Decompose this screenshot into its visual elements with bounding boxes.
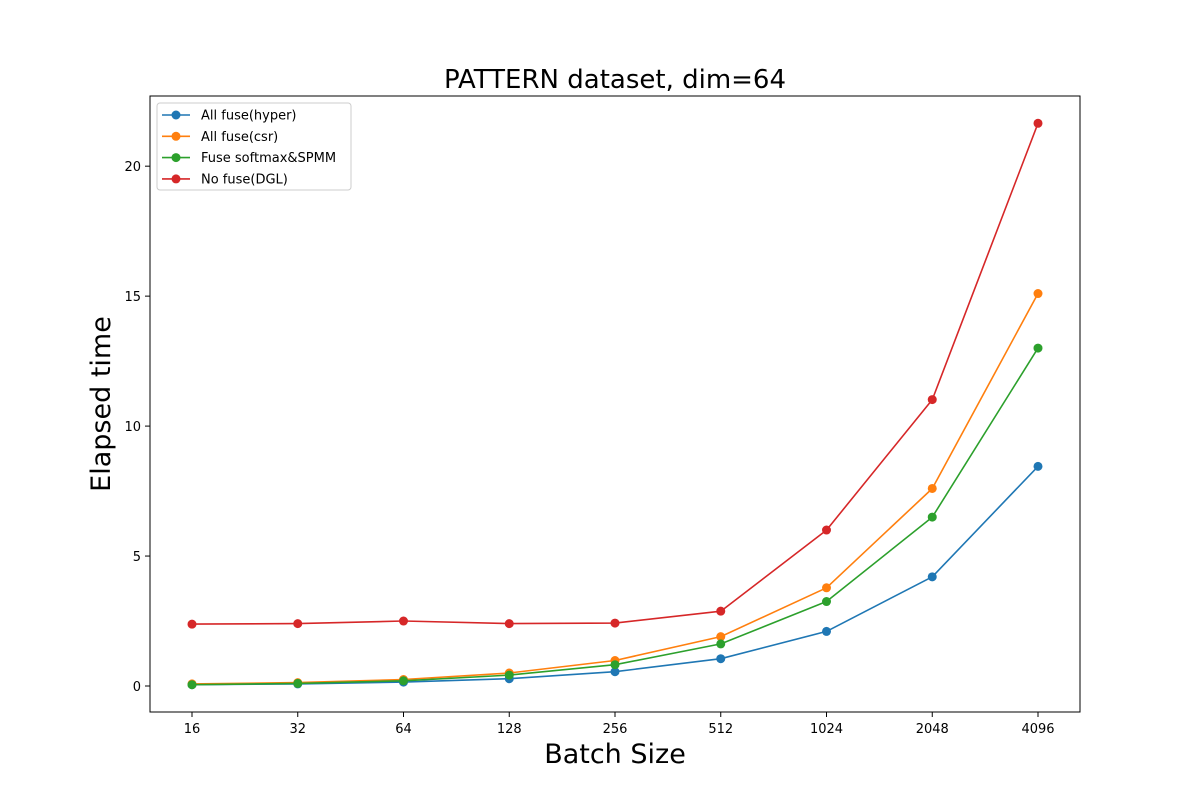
x-tick-label: 512 (708, 722, 733, 737)
legend-swatch-marker (171, 110, 181, 120)
data-point (716, 654, 726, 664)
series-4 (187, 118, 1043, 629)
series-3 (187, 343, 1043, 690)
y-tick-label: 15 (124, 290, 141, 305)
legend-box (156, 102, 352, 191)
y-axis-title: Elapsed time (86, 316, 117, 492)
x-tick-label: 16 (184, 722, 201, 737)
data-point (927, 395, 937, 405)
data-point (822, 597, 831, 607)
legend-swatch-marker (171, 131, 181, 141)
data-point (1033, 118, 1043, 128)
data-point (822, 525, 831, 535)
y-tick-label: 10 (124, 420, 141, 435)
data-point (504, 619, 514, 629)
data-point (1033, 343, 1043, 353)
data-point (504, 670, 514, 680)
data-point (1033, 461, 1043, 471)
data-point (1033, 289, 1043, 299)
data-point (610, 660, 620, 670)
data-point (610, 618, 620, 628)
data-point (293, 619, 303, 629)
x-tick-label: 64 (395, 722, 412, 737)
x-axis: 16 32 64 128 256 512 1024 2048 4096 (184, 712, 1055, 737)
y-axis: 0 5 10 15 20 (124, 160, 150, 695)
x-tick-label: 256 (603, 722, 628, 737)
x-axis-title: Batch Size (544, 739, 686, 770)
legend-label: All fuse(csr) (201, 130, 278, 145)
legend-item: All fuse(csr) (162, 130, 278, 145)
data-point (293, 678, 303, 688)
y-tick-label: 0 (133, 680, 141, 695)
data-point (187, 619, 197, 629)
legend-item: Fuse softmax&SPMM (162, 151, 336, 166)
legend: All fuse(hyper) All fuse(csr) Fuse softmax… (156, 102, 352, 191)
x-tick-label: 1024 (810, 722, 843, 737)
x-tick-label: 2048 (916, 722, 949, 737)
data-point (716, 632, 726, 642)
data-point (716, 606, 726, 616)
data-point (399, 616, 408, 626)
legend-item: No fuse(DGL) (162, 172, 288, 187)
data-point (927, 483, 937, 493)
legend-swatch-marker (171, 153, 181, 163)
data-point (927, 572, 937, 582)
data-point (716, 639, 726, 649)
x-tick-label: 32 (289, 722, 306, 737)
legend-label: No fuse(DGL) (201, 172, 288, 187)
data-point (187, 680, 197, 690)
data-point (822, 583, 831, 593)
legend-swatch-marker (171, 174, 181, 184)
data-point (399, 676, 408, 686)
series-layer (187, 118, 1043, 690)
data-point (610, 667, 620, 677)
data-point (822, 626, 831, 636)
legend-label: All fuse(hyper) (201, 109, 297, 124)
y-tick-label: 20 (124, 160, 141, 175)
x-tick-label: 4096 (1021, 722, 1054, 737)
y-tick-label: 5 (133, 550, 141, 565)
legend-label: Fuse softmax&SPMM (201, 151, 336, 166)
legend-item: All fuse(hyper) (162, 109, 297, 124)
x-tick-label: 128 (497, 722, 522, 737)
data-point (927, 512, 937, 522)
chart-title: PATTERN dataset, dim=64 (444, 65, 786, 95)
